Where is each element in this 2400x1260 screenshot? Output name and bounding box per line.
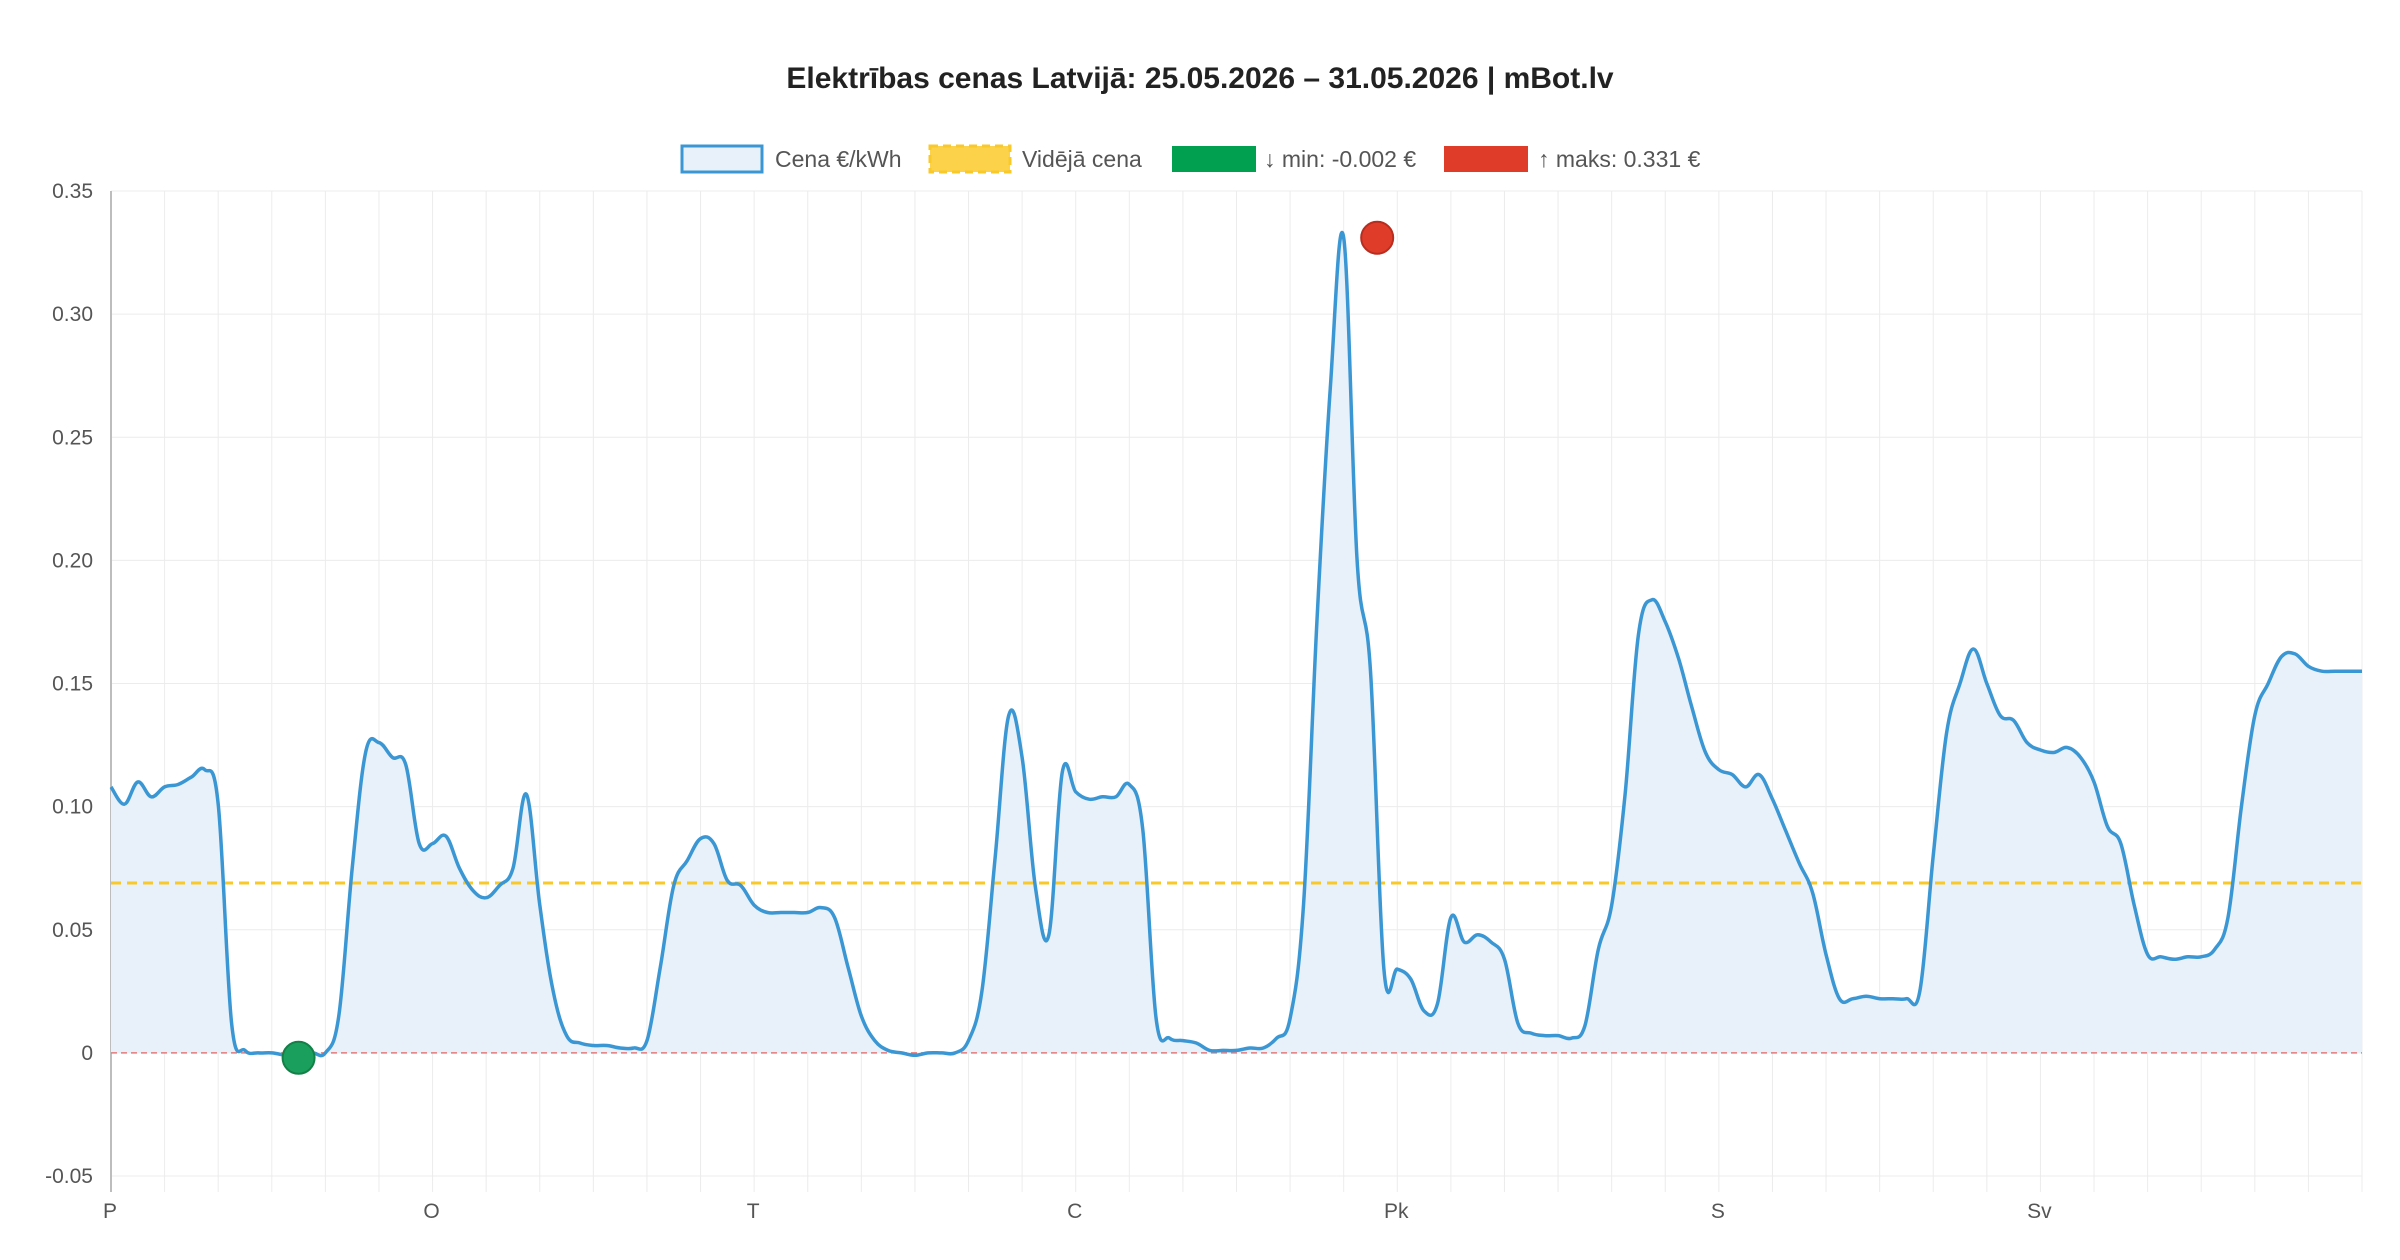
x-tick-label: C (1067, 1200, 1082, 1223)
x-tick-label: O (423, 1200, 439, 1223)
y-tick-label: -0.05 (45, 1165, 93, 1188)
legend-swatch-average (928, 144, 1012, 174)
y-tick-label: 0.30 (52, 303, 93, 326)
y-tick-label: 0.15 (52, 673, 93, 696)
x-tick-label: Sv (2027, 1200, 2052, 1223)
x-tick-label: Pk (1384, 1200, 1409, 1223)
y-tick-label: 0.35 (52, 180, 93, 203)
legend-item-min[interactable]: ↓ min: -0.002 € (1172, 146, 1416, 172)
legend-label-average: Vidējā cena (1022, 146, 1142, 172)
legend-label-max: ↑ maks: 0.331 € (1538, 146, 1701, 172)
legend-item-average[interactable]: Vidējā cena (928, 144, 1142, 174)
legend-label-price: Cena €/kWh (775, 146, 902, 172)
price-line (109, 230, 2362, 1060)
legend[interactable]: Cena €/kWh Vidējā cena ↓ min: -0.002 € ↑… (680, 144, 1701, 174)
legend-swatch-min (1172, 146, 1256, 172)
y-tick-label: 0.05 (52, 919, 93, 942)
chart-title: Elektrības cenas Latvijā: 25.05.2026 – 3… (786, 62, 1614, 95)
legend-item-max[interactable]: ↑ maks: 0.331 € (1444, 146, 1701, 172)
legend-swatch-max (1444, 146, 1528, 172)
min-price-marker (281, 1040, 316, 1075)
plot-area (109, 230, 2362, 1060)
price-area (111, 232, 2362, 1058)
x-tick-label: S (1711, 1200, 1725, 1223)
y-tick-label: 0.10 (52, 796, 93, 819)
x-tick-label: P (103, 1200, 117, 1223)
y-tick-label: 0.25 (52, 426, 93, 449)
legend-item-price[interactable]: Cena €/kWh (680, 144, 902, 174)
max-price-marker (1360, 220, 1395, 255)
axes: -0.05 0 0.05 0.10 0.15 0.20 0.25 0.30 0.35 P O T C Pk… (45, 180, 2052, 1223)
legend-label-min: ↓ min: -0.002 € (1264, 146, 1416, 172)
markers (281, 220, 1395, 1075)
y-tick-label: 0 (81, 1042, 93, 1065)
x-tick-label: T (747, 1200, 760, 1223)
legend-swatch-price (680, 144, 764, 174)
y-tick-label: 0.20 (52, 549, 93, 572)
